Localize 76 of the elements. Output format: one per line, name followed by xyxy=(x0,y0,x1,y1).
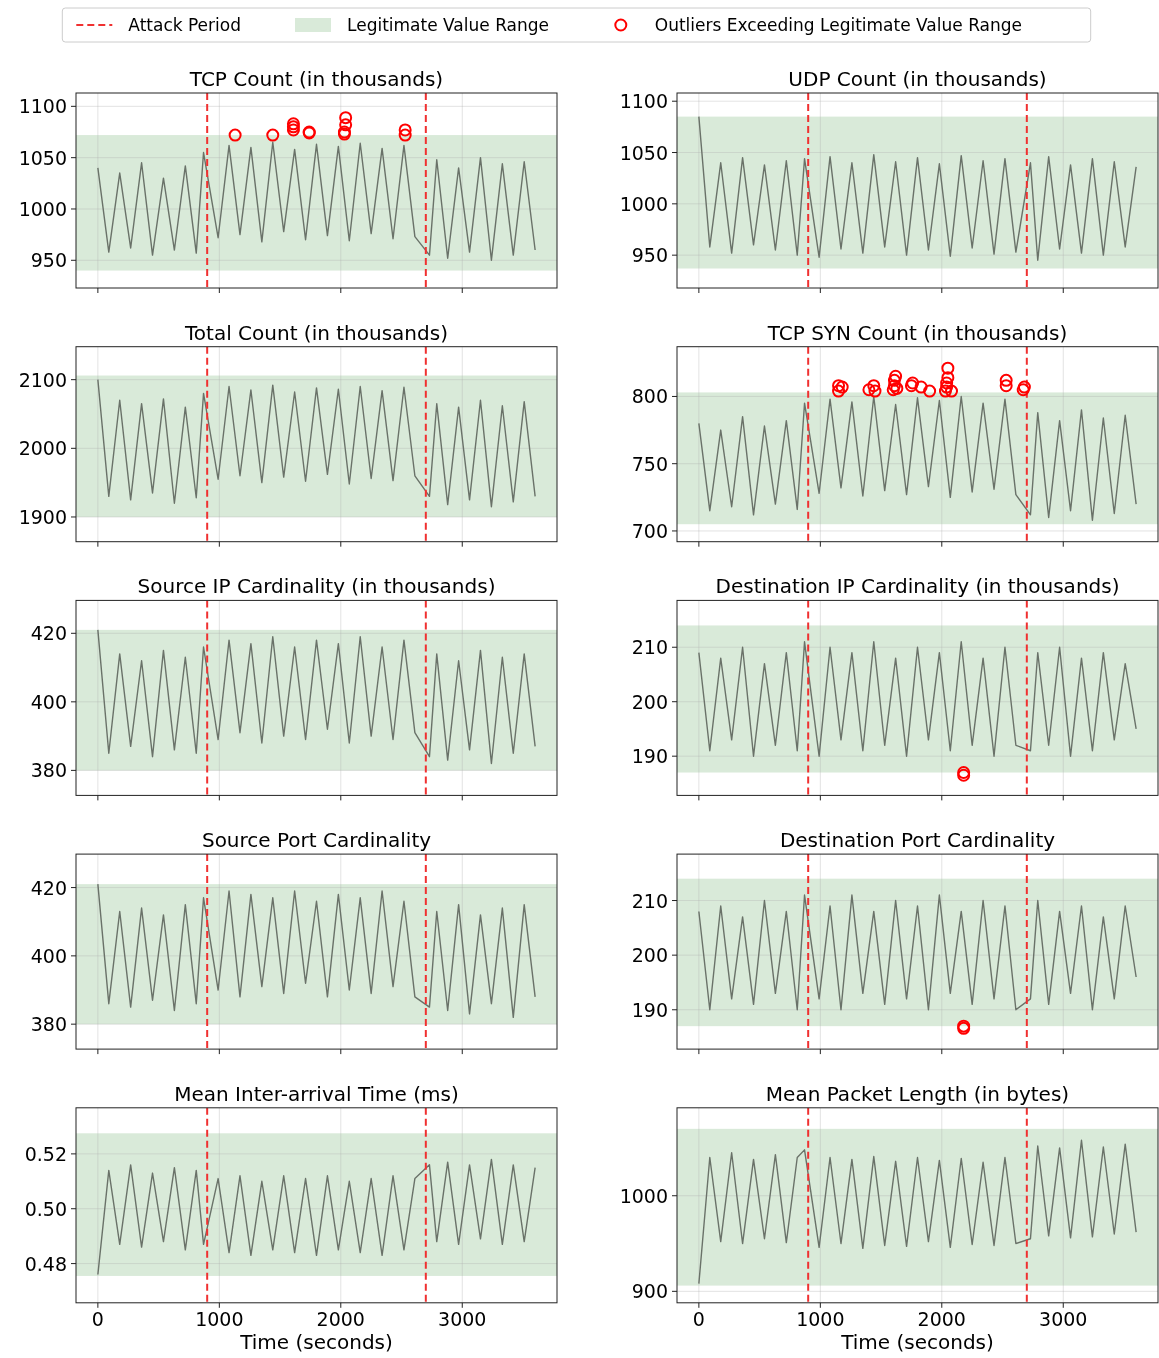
y-tick-label: 400 xyxy=(30,944,67,967)
x-tick-label: 3000 xyxy=(438,1307,487,1330)
x-tick-label: 2000 xyxy=(917,1307,966,1330)
point xyxy=(938,384,952,398)
x-tick-label: 0 xyxy=(91,1307,104,1330)
point xyxy=(945,384,959,398)
chart-title: TCP SYN Count (in thousands) xyxy=(766,320,1068,345)
y-tick-label: 2100 xyxy=(18,368,67,391)
y-tick-label: 2000 xyxy=(18,437,67,460)
legend-label: Outliers Exceeding Legitimate Value Range xyxy=(654,15,1023,35)
y-tick-label: 190 xyxy=(631,745,668,768)
y-tick-label: 380 xyxy=(30,1013,67,1036)
y-tick-label: 380 xyxy=(30,759,67,782)
y-tick-label: 210 xyxy=(631,889,668,912)
y-tick-label: 1900 xyxy=(18,505,67,528)
line-series xyxy=(698,641,1137,757)
y-tick-label: 210 xyxy=(631,636,668,659)
y-tick-label: 1000 xyxy=(619,192,668,215)
point xyxy=(889,369,903,383)
point xyxy=(832,384,846,398)
point xyxy=(923,384,937,398)
point xyxy=(940,376,954,390)
y-tick-label: 950 xyxy=(631,244,668,267)
point xyxy=(941,371,955,385)
legend-label: Legitimate Value Range xyxy=(347,15,550,35)
point xyxy=(886,383,900,397)
chart-title: Destination IP Cardinality (in thousands) xyxy=(715,574,1120,599)
x-axis-title: Time (seconds) xyxy=(239,1329,393,1354)
point xyxy=(940,380,954,394)
y-tick-label: 700 xyxy=(631,519,668,542)
line-series xyxy=(97,378,536,508)
y-tick-label: 190 xyxy=(631,998,668,1021)
point xyxy=(868,384,882,398)
x-tick-label: 0 xyxy=(692,1307,705,1330)
y-tick-label: 750 xyxy=(631,452,668,475)
x-tick-label: 1000 xyxy=(796,1307,845,1330)
y-tick-label: 900 xyxy=(631,1280,668,1303)
line-series xyxy=(698,894,1137,1011)
x-tick-label: 2000 xyxy=(316,1307,365,1330)
y-tick-label: 1000 xyxy=(18,197,67,220)
point xyxy=(999,373,1013,387)
y-tick-label: 0.52 xyxy=(24,1142,67,1165)
y-tick-label: 0.48 xyxy=(24,1252,67,1275)
y-tick-label: 1100 xyxy=(18,95,67,118)
chart-title: Mean Packet Length (in bytes) xyxy=(765,1081,1070,1106)
y-tick-label: 800 xyxy=(631,385,668,408)
chart-title: Destination Port Cardinality xyxy=(779,828,1056,853)
line-series xyxy=(698,1139,1137,1285)
x-tick-label: 1000 xyxy=(195,1307,244,1330)
y-tick-label: 420 xyxy=(30,622,67,645)
chart-title: Mean Inter-arrival Time (ms) xyxy=(174,1081,459,1106)
y-tick-label: 200 xyxy=(631,944,668,967)
point xyxy=(862,383,876,397)
point xyxy=(999,379,1013,393)
y-tick-label: 1000 xyxy=(619,1184,668,1207)
chart-title: TCP Count (in thousands) xyxy=(188,67,444,91)
point xyxy=(914,380,928,394)
y-tick-label: 0.50 xyxy=(24,1197,67,1220)
x-axis-title: Time (seconds) xyxy=(840,1329,994,1354)
y-tick-label: 1100 xyxy=(619,90,668,113)
point xyxy=(887,373,901,387)
line-series xyxy=(97,1158,536,1276)
x-tick-label: 3000 xyxy=(1039,1307,1088,1330)
legend-label: Attack Period xyxy=(128,15,241,35)
y-tick-label: 420 xyxy=(30,876,67,899)
y-tick-label: 1050 xyxy=(619,141,668,164)
chart-title: Total Count (in thousands) xyxy=(184,320,448,345)
chart-title: UDP Count (in thousands) xyxy=(788,67,1047,91)
y-tick-label: 950 xyxy=(30,249,67,272)
y-tick-label: 400 xyxy=(30,690,67,713)
y-tick-label: 1050 xyxy=(18,146,67,169)
point xyxy=(941,361,955,375)
chart-title: Source Port Cardinality xyxy=(201,828,432,853)
point xyxy=(867,379,881,393)
chart-title: Source IP Cardinality (in thousands) xyxy=(137,574,496,599)
y-tick-label: 200 xyxy=(631,690,668,713)
